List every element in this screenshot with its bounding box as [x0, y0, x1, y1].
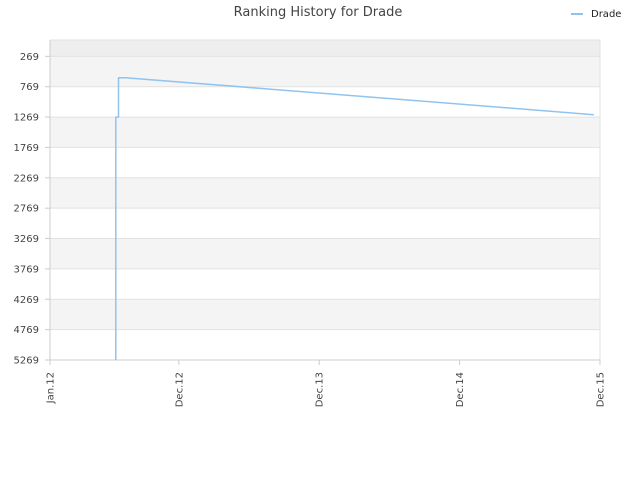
chart-band: [50, 329, 600, 360]
chart-band: [50, 268, 600, 300]
x-tick-labels: Jan.12 Dec.12 Dec.13 Dec.14 Dec.15: [46, 360, 607, 407]
y-tick-label: 1769: [14, 143, 39, 154]
y-tick-label: 3269: [14, 234, 39, 245]
y-tick-label: 4769: [14, 325, 39, 336]
y-tick-label: 2269: [14, 173, 39, 184]
series-line-drade: [115, 76, 594, 360]
y-tick-label: 769: [20, 82, 39, 93]
y-tick-labels: 269 769 1269 1769 2269 2769 3269 3769 4269 4769 52…: [14, 52, 39, 367]
chart-series: [115, 76, 594, 360]
x-tick-label: Dec.12: [174, 372, 185, 407]
chart-band: [50, 40, 600, 57]
chart-band: [50, 177, 600, 209]
y-tick-label: 3769: [14, 264, 39, 275]
chart-band: [50, 299, 600, 330]
y-tick-label: 2769: [14, 204, 39, 215]
y-tick-label: 5269: [14, 356, 39, 367]
chart-bands: [50, 40, 600, 360]
legend-label: Drade: [591, 9, 621, 20]
x-tick-label: Dec.13: [315, 372, 326, 407]
x-tick-label: Dec.15: [596, 372, 607, 407]
y-tick-label: 269: [20, 52, 39, 63]
chart-band: [50, 238, 600, 269]
x-tick-label: Dec.14: [455, 372, 466, 407]
x-tick-label: Jan.12: [46, 372, 57, 404]
chart-band: [50, 86, 600, 118]
chart-title: Ranking History for Drade: [234, 5, 403, 20]
y-tick-label: 4269: [14, 295, 39, 306]
y-tick-label: 1269: [14, 113, 39, 124]
chart-band: [50, 117, 600, 148]
chart-band: [50, 147, 600, 178]
chart-band: [50, 56, 600, 87]
chart-axes: [49, 39, 601, 361]
chart-band: [50, 208, 600, 239]
legend[interactable]: Drade: [571, 9, 621, 20]
